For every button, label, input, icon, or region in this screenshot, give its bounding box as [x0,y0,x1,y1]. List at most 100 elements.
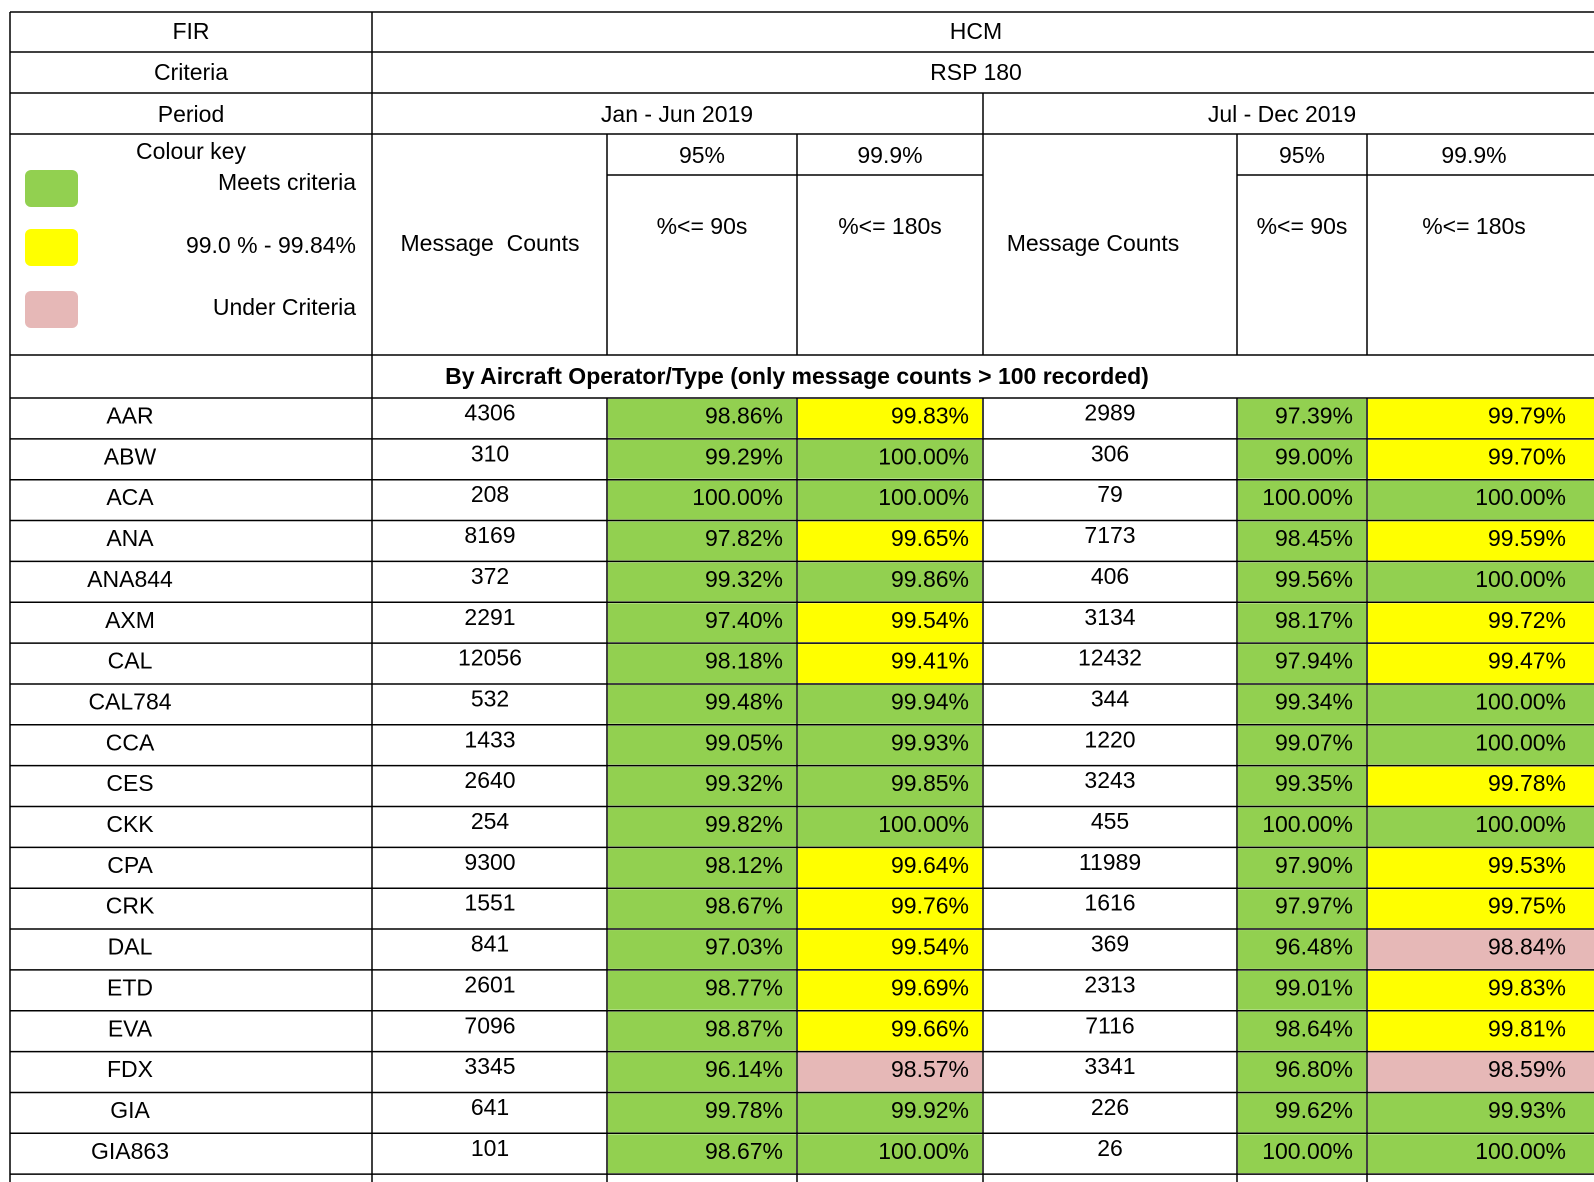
period-label: Jul - Dec 2019 [1208,101,1356,127]
cell-fill [608,970,796,1010]
cell-fill [798,399,982,438]
cell-fill [608,889,796,929]
row-label: CRK [106,893,155,919]
cell: 99.82% [705,811,783,837]
row-label: AAR [106,403,153,429]
cell: 12056 [458,645,522,671]
cell: 99.69% [891,974,969,1000]
cell-fill [1368,1093,1594,1133]
cell: 100.00% [878,484,969,510]
cell: 100.00% [1262,811,1353,837]
cell-fill [608,1011,796,1051]
cell: 99.83% [891,403,969,429]
cell: 97.82% [705,525,783,551]
cell: 344 [1091,685,1130,711]
cell: 99.94% [891,688,969,714]
cell-fill [1238,848,1366,888]
cell-fill [1368,766,1594,806]
cell-fill [608,603,796,643]
cell: 100.00% [1475,688,1566,714]
cell: 99.54% [891,934,969,960]
cell: 1433 [464,726,515,752]
row-label: CAL [108,648,153,674]
cell-fill [798,521,982,561]
cell: 99.72% [1488,607,1566,633]
cell-fill [1238,930,1366,969]
cell-fill [608,766,796,806]
cell: 226 [1091,1094,1129,1120]
cell: 99.93% [1488,1097,1566,1123]
cell: 97.39% [1275,403,1353,429]
cell-fill [798,1093,982,1133]
column-header: %<= 90s [657,213,748,239]
row-label: ANA844 [87,566,173,592]
cell-fill [798,1052,982,1092]
cell: 100.00% [1475,729,1566,755]
cell-fill [798,1134,982,1174]
cell: 1551 [464,890,515,916]
cell: 641 [471,1094,509,1120]
cell: 100.00% [1475,484,1566,510]
cell: 99.79% [1488,403,1566,429]
cell: 369 [1091,931,1129,957]
cell: 3341 [1084,1053,1135,1079]
cell-fill [798,644,982,683]
cell: 99.81% [1488,1015,1566,1041]
cell: 97.40% [705,607,783,633]
cell: 100.00% [1262,484,1353,510]
header-value: HCM [950,18,1002,44]
row-label: GIA [110,1097,150,1123]
cell: 99.85% [891,770,969,796]
cell: 7116 [1085,1012,1134,1038]
cell: 97.94% [1275,648,1353,674]
key-swatch [25,291,78,328]
cell: 98.67% [705,893,783,919]
column-header: 95% [679,142,725,168]
header-value: RSP 180 [930,59,1022,85]
cell-fill [798,1011,982,1051]
key-swatch [25,170,78,207]
cell: 99.05% [705,729,783,755]
column-header: %<= 180s [1422,213,1526,239]
cell: 3243 [1084,767,1135,793]
cell: 99.34% [1275,688,1353,714]
cell: 99.76% [891,893,969,919]
cell-fill [1238,807,1366,847]
cell-fill [1238,562,1366,602]
cell: 96.80% [1275,1056,1353,1082]
row-label: DAL [108,934,153,960]
cell: 98.64% [1275,1015,1353,1041]
cell-fill [1238,970,1366,1010]
cell: 310 [471,440,509,466]
cell-fill [1238,603,1366,643]
cell: 100.00% [1475,566,1566,592]
cell: 532 [471,685,509,711]
cell: 99.65% [891,525,969,551]
cell-fill [1238,1052,1366,1092]
row-label: CAL784 [88,688,171,714]
cell-fill [1368,725,1594,765]
cell: 208 [471,481,509,507]
period-label: Jan - Jun 2019 [601,101,753,127]
cell: 99.41% [891,648,969,674]
cell: 96.14% [705,1056,783,1082]
cell-fill [1368,480,1594,520]
cell-fill [798,970,982,1010]
cell: 99.47% [1488,648,1566,674]
cell: 841 [471,931,509,957]
cell-fill [1368,521,1594,561]
cell-fill [608,930,796,969]
section-title: By Aircraft Operator/Type (only message … [445,363,1149,389]
cell: 100.00% [1475,1138,1566,1164]
cell: 98.67% [705,1138,783,1164]
cell-fill [798,603,982,643]
cell-fill [798,725,982,765]
cell-fill [608,1134,796,1174]
cell: 99.00% [1275,443,1353,469]
cell-fill [1368,970,1594,1010]
cell: 26 [1097,1135,1123,1161]
cell: 99.32% [705,770,783,796]
cell: 99.48% [705,688,783,714]
cell: 98.12% [705,852,783,878]
cell-fill [1368,930,1594,969]
